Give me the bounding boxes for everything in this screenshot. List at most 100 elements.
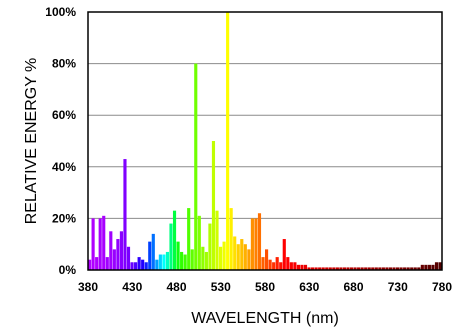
bar-488 bbox=[183, 254, 187, 270]
bar-712 bbox=[381, 267, 385, 270]
bar-756 bbox=[420, 264, 424, 270]
bar-768 bbox=[431, 264, 435, 270]
bar-744 bbox=[410, 267, 414, 270]
bar-524 bbox=[215, 210, 219, 270]
x-tick-label: 730 bbox=[388, 280, 408, 294]
bar-660 bbox=[335, 267, 339, 270]
bar-600 bbox=[282, 239, 286, 270]
x-tick-label: 630 bbox=[299, 280, 319, 294]
bar-776 bbox=[438, 262, 442, 270]
bar-508 bbox=[201, 246, 205, 270]
gridlines bbox=[88, 63, 442, 219]
bar-708 bbox=[378, 267, 382, 270]
bar-684 bbox=[357, 267, 361, 270]
bar-468 bbox=[165, 251, 170, 270]
bar-536 bbox=[226, 12, 230, 270]
bar-472 bbox=[169, 223, 173, 270]
bar-512 bbox=[204, 251, 208, 270]
bar-580 bbox=[265, 249, 269, 270]
bar-728 bbox=[395, 267, 400, 270]
bar-448 bbox=[148, 241, 152, 270]
bar-652 bbox=[328, 267, 332, 270]
bar-380 bbox=[88, 259, 92, 270]
bar-612 bbox=[293, 262, 297, 270]
x-tick-label: 530 bbox=[211, 280, 231, 294]
bar-736 bbox=[403, 267, 407, 270]
bar-772 bbox=[434, 262, 439, 270]
bar-400 bbox=[105, 257, 109, 270]
x-axis-label: WAVELENGTH (nm) bbox=[191, 310, 339, 327]
bar-388 bbox=[95, 257, 99, 270]
bar-568 bbox=[254, 218, 258, 270]
y-tick-label: 40% bbox=[52, 160, 76, 174]
y-tick-label: 100% bbox=[45, 5, 76, 19]
bar-572 bbox=[257, 213, 262, 270]
bar-668 bbox=[342, 267, 347, 270]
bar-564 bbox=[250, 218, 254, 270]
bar-724 bbox=[392, 267, 396, 270]
bar-460 bbox=[158, 254, 162, 270]
bar-692 bbox=[364, 267, 368, 270]
bar-528 bbox=[218, 246, 223, 270]
bar-748 bbox=[413, 267, 417, 270]
bar-764 bbox=[427, 264, 431, 270]
bar-740 bbox=[406, 267, 410, 270]
x-tick-label: 480 bbox=[166, 280, 186, 294]
bar-496 bbox=[190, 249, 194, 270]
bar-480 bbox=[176, 241, 180, 270]
bar-608 bbox=[289, 262, 293, 270]
bar-500 bbox=[194, 63, 198, 270]
bar-540 bbox=[229, 208, 233, 270]
bar-384 bbox=[91, 218, 95, 270]
bar-688 bbox=[360, 267, 364, 270]
y-tick-label: 80% bbox=[52, 57, 76, 71]
y-tick-labels: 0% 20% 40% 60% 80% 100% bbox=[45, 5, 76, 277]
bar-392 bbox=[98, 218, 102, 270]
bar-716 bbox=[385, 267, 389, 270]
bar-516 bbox=[208, 223, 212, 270]
bar-436 bbox=[137, 257, 141, 270]
bar-532 bbox=[222, 241, 226, 270]
bar-520 bbox=[211, 141, 216, 270]
bar-412 bbox=[116, 239, 120, 270]
y-tick-label: 0% bbox=[59, 263, 77, 277]
bar-408 bbox=[112, 249, 116, 270]
bar-464 bbox=[162, 254, 166, 270]
bar-680 bbox=[353, 267, 357, 270]
plot-frame bbox=[87, 11, 443, 271]
bar-544 bbox=[233, 236, 237, 270]
bar-560 bbox=[247, 249, 251, 270]
bar-592 bbox=[275, 257, 279, 270]
bar-704 bbox=[374, 267, 378, 270]
bar-760 bbox=[424, 264, 428, 270]
bars bbox=[88, 12, 442, 270]
bar-476 bbox=[172, 210, 177, 270]
bar-584 bbox=[268, 259, 272, 270]
bar-424 bbox=[126, 246, 131, 270]
bar-696 bbox=[367, 267, 371, 270]
bar-556 bbox=[243, 244, 247, 270]
bar-636 bbox=[314, 267, 318, 270]
bar-624 bbox=[303, 264, 308, 270]
bar-720 bbox=[388, 267, 393, 270]
bar-548 bbox=[236, 244, 240, 270]
bar-444 bbox=[144, 262, 148, 270]
bar-432 bbox=[134, 262, 138, 270]
bar-664 bbox=[339, 267, 343, 270]
bar-596 bbox=[279, 262, 283, 270]
bar-628 bbox=[307, 267, 311, 270]
bar-620 bbox=[300, 264, 304, 270]
y-tick-label: 20% bbox=[52, 211, 76, 225]
x-tick-label: 680 bbox=[343, 280, 363, 294]
bar-644 bbox=[321, 267, 325, 270]
bar-484 bbox=[180, 251, 184, 270]
bar-504 bbox=[197, 215, 201, 270]
bar-440 bbox=[141, 259, 145, 270]
bar-416 bbox=[119, 231, 123, 270]
bar-732 bbox=[399, 267, 403, 270]
bar-552 bbox=[240, 239, 244, 270]
bar-676 bbox=[349, 267, 354, 270]
bar-576 bbox=[261, 257, 265, 270]
x-tick-labels: 380 430 480 530 580 630 680 730 780 bbox=[78, 280, 452, 294]
